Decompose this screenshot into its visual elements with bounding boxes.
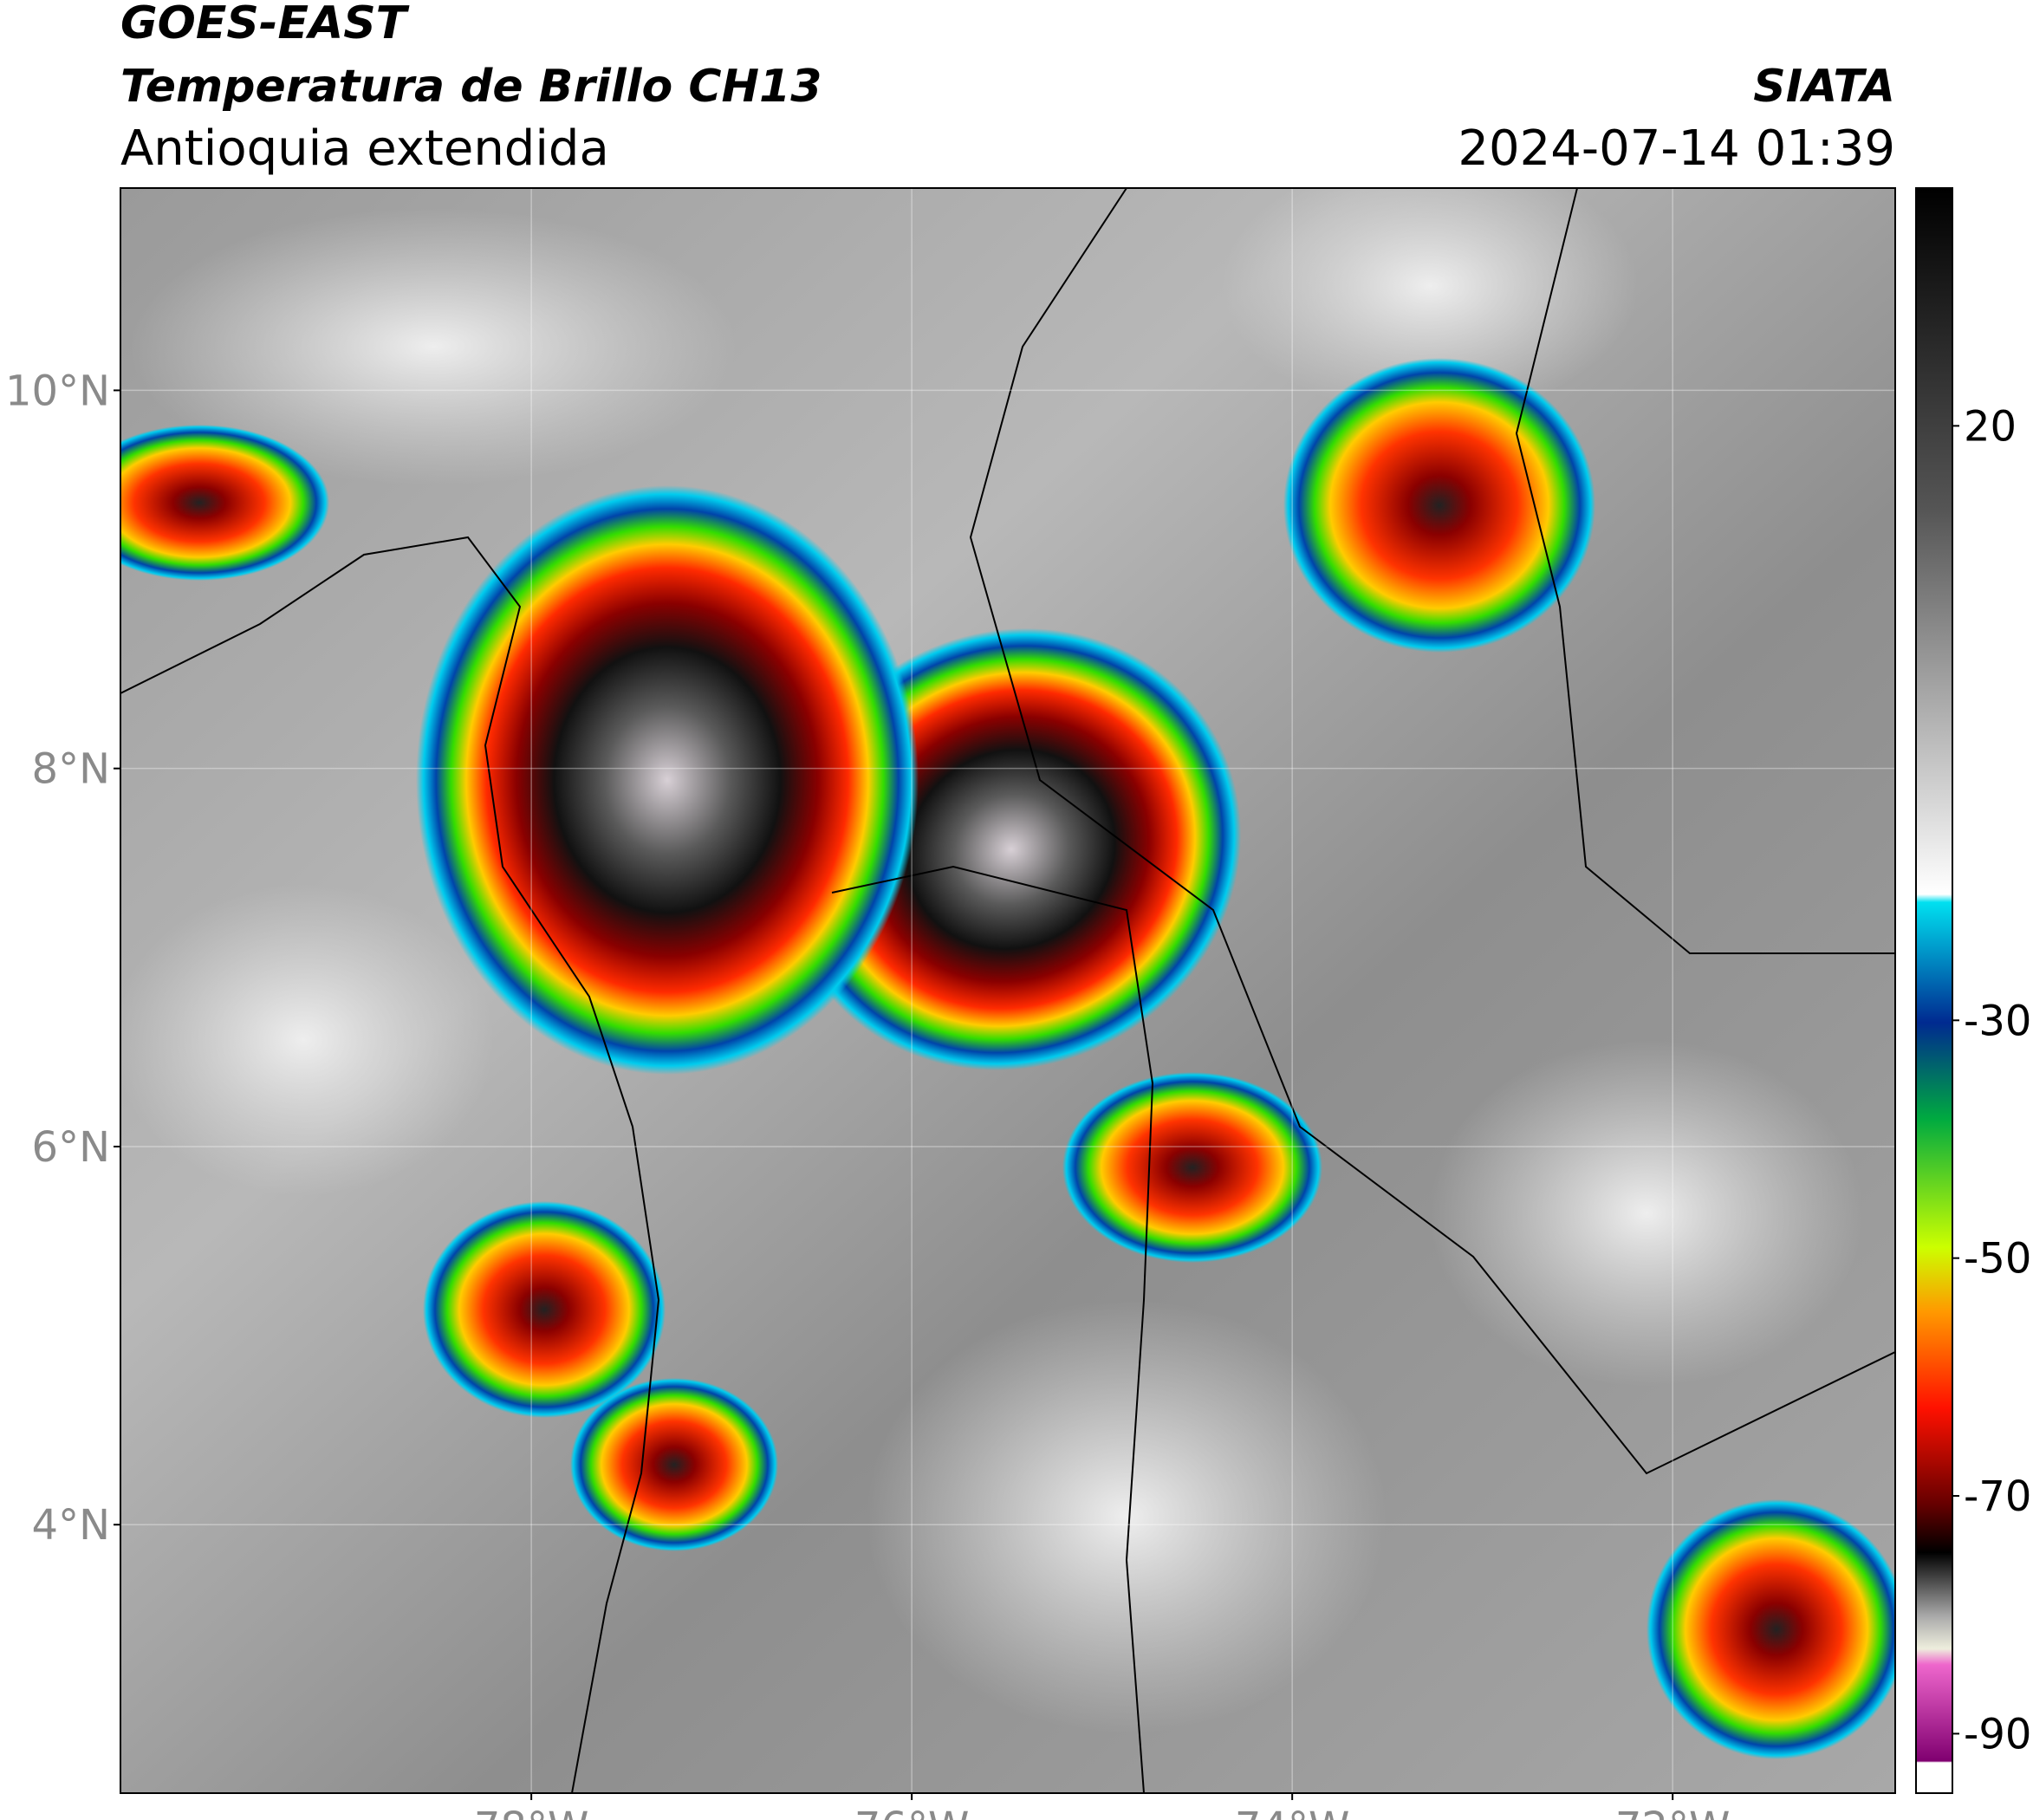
timestamp: 2024-07-14 01:39	[1458, 120, 1895, 177]
x-tick-label: 78°W	[474, 1804, 589, 1820]
grid	[120, 188, 1895, 1793]
x-tick-label: 74°W	[1235, 1804, 1350, 1820]
source: SIATA	[1753, 61, 1895, 113]
y-tick-label: 10°N	[5, 367, 110, 415]
y-tick-label: 6°N	[32, 1123, 110, 1172]
map-frame	[120, 187, 1896, 1794]
storm	[120, 425, 329, 581]
storm	[423, 1201, 666, 1418]
cloud	[867, 1300, 1387, 1733]
storm	[416, 485, 919, 1075]
region: Antioquia extendida	[120, 120, 609, 177]
coastline	[120, 536, 660, 1793]
storm	[1062, 1072, 1322, 1263]
storm	[1283, 358, 1595, 653]
colorbar-tick-label: -70	[1964, 1472, 2031, 1521]
colorbar-tick-label: -50	[1964, 1235, 2031, 1284]
storm	[570, 1378, 778, 1551]
x-tick-label: 76°W	[854, 1804, 970, 1820]
cloud	[1222, 188, 1638, 416]
y-tick-label: 4°N	[32, 1501, 110, 1550]
border	[969, 188, 1895, 1475]
storm	[1647, 1499, 1895, 1759]
x-tick-label: 72°W	[1615, 1804, 1731, 1820]
title: GOES-EAST	[120, 0, 410, 49]
border	[1515, 188, 1895, 954]
colorbar-tick-label: -30	[1964, 997, 2031, 1045]
satellite-image	[120, 188, 1895, 1793]
cloud	[130, 208, 737, 485]
colorbar	[1915, 187, 1953, 1794]
y-tick-label: 8°N	[32, 745, 110, 794]
cloud	[120, 884, 494, 1196]
subtitle: Temperatura de Brillo CH13	[120, 61, 822, 113]
colorbar-tick-label: 20	[1964, 402, 2017, 451]
colorbar-tick-label: -90	[1964, 1710, 2031, 1758]
border	[831, 865, 1154, 1793]
cloud	[1430, 1040, 1863, 1387]
